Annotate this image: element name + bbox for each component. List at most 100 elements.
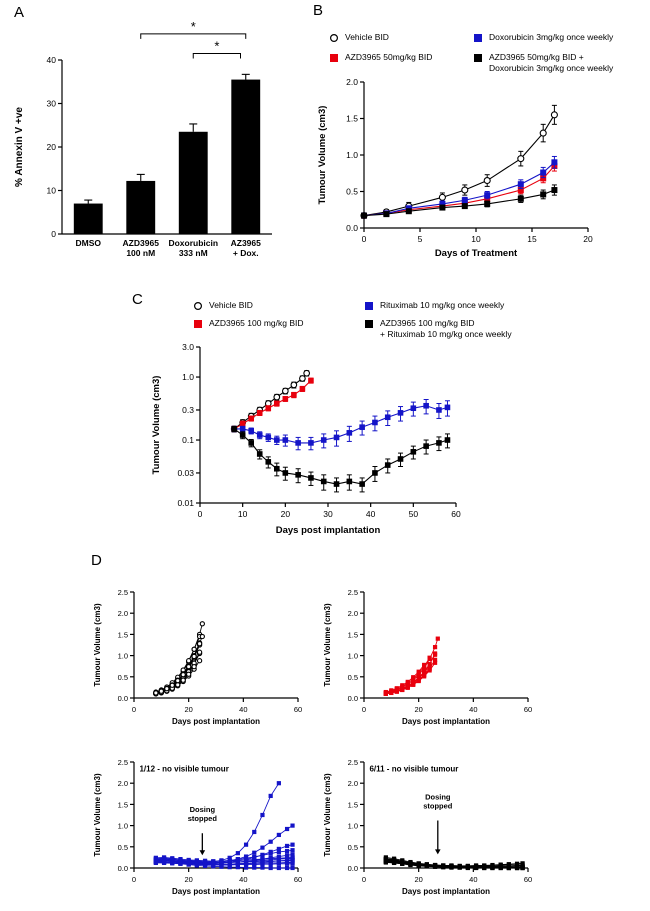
significance-bracket <box>140 33 247 39</box>
y-tick-label: 0.1 <box>182 435 194 445</box>
annotation-text: 1/12 - no visible tumour <box>139 764 228 773</box>
y-tick-label: 0.5 <box>348 673 358 682</box>
y-axis-label: Tumour Volume (cm3) <box>93 603 102 687</box>
y-tick-label: 2.0 <box>118 609 128 618</box>
x-tick-label: 0 <box>198 509 203 519</box>
axes <box>196 346 457 507</box>
bar <box>126 180 156 234</box>
panel-b-label: B <box>313 2 324 19</box>
y-axis-label: Tumour Volume (cm3) <box>151 376 162 475</box>
series-curve-8 <box>383 664 432 696</box>
category-label: AZD3965 <box>123 238 160 248</box>
panel-d-combination-plot: 0.0 0.5 1.0 1.5 2.0 2.5 0 20 40 60 Tumour Volume (… <box>320 750 538 902</box>
legend-item: Vehicle BID <box>328 32 466 43</box>
panel-d-label: D <box>91 552 102 569</box>
legend-item: Doxorubicin 3mg/kg once weekly <box>472 32 646 43</box>
category-label: + Dox. <box>233 248 259 258</box>
category-label: Doxorubicin <box>168 238 218 248</box>
x-tick-label: 40 <box>366 509 376 519</box>
y-tick-label: 1.0 <box>118 652 128 661</box>
panel-c-svg: 0.01 0.03 0.1 0.3 1.0 3.0 0 10 20 30 40 50 60 Tumour … <box>151 342 461 536</box>
dosing-stopped-arrow-icon <box>199 833 206 856</box>
filled-square-marker-icon <box>365 302 373 310</box>
y-tick-label: 0.01 <box>177 498 194 508</box>
panel-d1-svg: 0.0 0.5 1.0 1.5 2.0 2.5 0 20 40 60 Tumour Volume (… <box>93 588 302 726</box>
x-tick-label: 15 <box>527 234 537 244</box>
x-tick-label: 60 <box>524 705 532 714</box>
filled-square-marker-icon <box>194 320 202 329</box>
series-AZD3965 50mg/kg BID + Doxorubicin 3mg/kg once weekly <box>361 184 558 219</box>
legend-label: AZD3965 100 mg/kg BID + Rituximab 10 mg/… <box>380 318 512 340</box>
dosing-stopped-arrow-icon <box>435 820 441 855</box>
x-tick-label: 30 <box>323 509 333 519</box>
panel-d-rituximab-plot: 0.0 0.5 1.0 1.5 2.0 2.5 0 20 40 60 Tumour Volume (… <box>90 750 308 902</box>
x-tick-label: 40 <box>469 875 477 884</box>
y-tick-label: 1.0 <box>348 652 358 661</box>
error-bar <box>136 173 145 181</box>
panel-d3-svg: 0.0 0.5 1.0 1.5 2.0 2.5 0 20 40 60 Tumour Volume (… <box>93 758 302 896</box>
x-tick-label: 0 <box>362 875 366 884</box>
x-tick-label: 20 <box>583 234 593 244</box>
x-tick-label: 5 <box>418 234 423 244</box>
axes <box>360 591 529 702</box>
annotation-text: Dosing <box>425 792 451 801</box>
y-tick-label: 2.0 <box>348 779 358 788</box>
y-tick-label: 1.5 <box>118 630 128 639</box>
legend-item: Vehicle BID <box>192 300 357 311</box>
y-tick-label: 1.5 <box>118 800 128 809</box>
y-axis-label: % Annexin V +ve <box>14 107 25 187</box>
x-tick-label: 60 <box>451 509 461 519</box>
category-label: AZ3965 <box>231 238 262 248</box>
y-tick-label: 0.5 <box>348 843 358 852</box>
x-tick-label: 0 <box>132 875 136 884</box>
panel-d4-svg: 0.0 0.5 1.0 1.5 2.0 2.5 0 20 40 60 Tumour Volume (… <box>323 758 532 896</box>
bar <box>231 79 261 234</box>
legend-item: AZD3965 100 mg/kg BID + Rituximab 10 mg/… <box>363 318 647 340</box>
panel-b-legend: Vehicle BID AZD3965 50mg/kg BID Doxorubici… <box>328 32 646 74</box>
y-tick-label: 1.0 <box>346 150 358 160</box>
legend-label: Vehicle BID <box>209 300 253 310</box>
category-label: 100 nM <box>126 248 155 258</box>
y-axis-label: Tumour Volume (cm3) <box>93 773 102 857</box>
x-tick-label: 40 <box>239 705 247 714</box>
y-tick-label: 0.03 <box>177 468 194 478</box>
axes <box>360 81 589 232</box>
y-tick-label: 0 <box>51 229 56 239</box>
legend-label: AZD3965 50mg/kg BID <box>345 52 433 63</box>
panel-c-line-chart: 0.01 0.03 0.1 0.3 1.0 3.0 0 10 20 30 40 50 60 Tumour … <box>144 337 474 541</box>
series-Doxorubicin 3mg/kg once weekly <box>361 155 558 219</box>
y-tick-label: 3.0 <box>182 342 194 352</box>
y-tick-label: 2.0 <box>348 609 358 618</box>
y-tick-label: 1.5 <box>348 630 358 639</box>
panel-d2-svg: 0.0 0.5 1.0 1.5 2.0 2.5 0 20 40 60 Tumour Volume (… <box>323 588 532 726</box>
x-tick-label: 0 <box>132 705 136 714</box>
legend-item: AZD3965 100 mg/kg BID <box>192 318 357 340</box>
error-bar <box>84 199 93 204</box>
y-axis-label: Tumour Volume (cm3) <box>323 773 332 857</box>
filled-square-marker-icon <box>330 54 338 63</box>
x-tick-label: 20 <box>184 705 192 714</box>
open-circle-marker-icon <box>329 33 339 43</box>
series-curve-9 <box>153 641 203 696</box>
legend-label: Vehicle BID <box>345 32 389 42</box>
y-tick-label: 2.0 <box>346 77 358 87</box>
x-tick-label: 40 <box>469 705 477 714</box>
series-AZD3965 100 mg/kg BID + Rituximab 10 mg/kg once weekly <box>231 425 451 493</box>
annotation-text: stopped <box>423 801 453 810</box>
axes <box>130 591 299 702</box>
panel-d-vehicle-plot: 0.0 0.5 1.0 1.5 2.0 2.5 0 20 40 60 Tumour Volume (… <box>90 580 308 732</box>
y-tick-label: 2.5 <box>118 588 128 597</box>
legend-label: AZD3965 50mg/kg BID + Doxorubicin 3mg/kg… <box>489 52 614 74</box>
bar <box>178 131 208 234</box>
panel-d-azd3965-plot: 0.0 0.5 1.0 1.5 2.0 2.5 0 20 40 60 Tumour Volume (… <box>320 580 538 732</box>
y-tick-label: 0.0 <box>118 864 128 873</box>
x-axis-label: Days post implantation <box>276 525 381 536</box>
legend-item: AZD3965 50mg/kg BID + Doxorubicin 3mg/kg… <box>472 52 646 74</box>
x-tick-label: 20 <box>184 875 192 884</box>
panel-a-bar-chart: 0 10 20 30 40 DMSO AZD3965 100 nM Doxorubicin 333… <box>4 14 294 276</box>
x-tick-label: 10 <box>471 234 481 244</box>
y-tick-label: 0.0 <box>346 223 358 233</box>
series-AZD3965 100 mg/kg BID <box>231 377 314 433</box>
x-axis-label: Days post implantation <box>172 887 260 896</box>
panel-c-label: C <box>132 291 143 308</box>
